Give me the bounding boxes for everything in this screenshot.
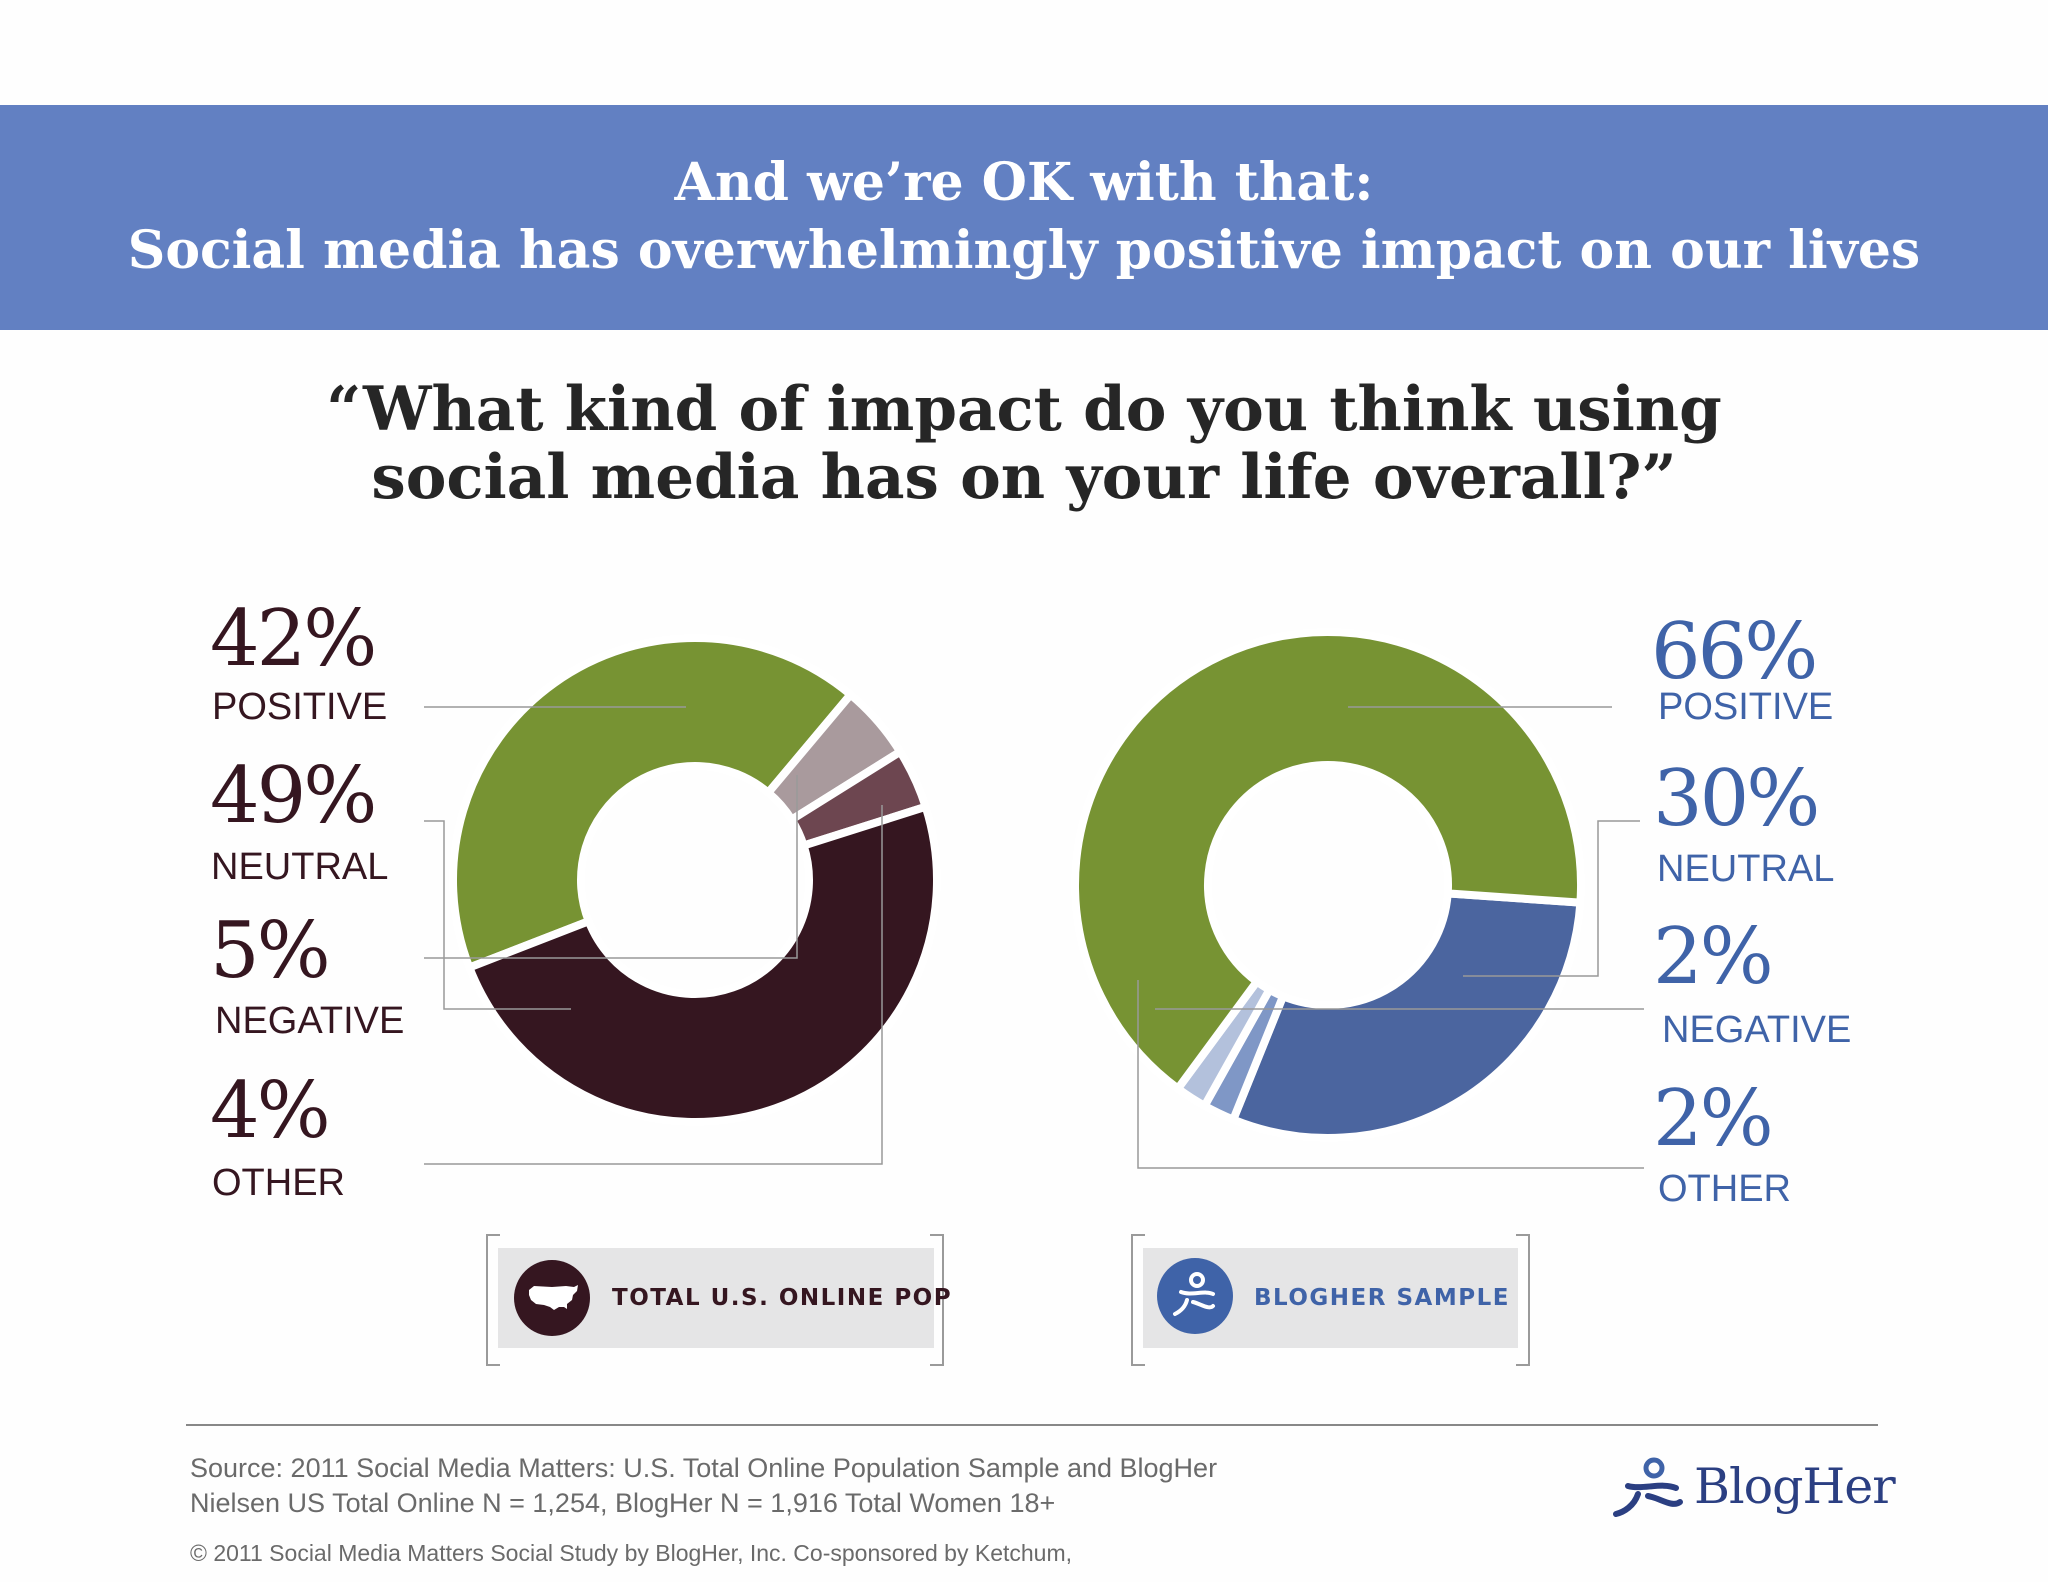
right-legend-bracket-right (1516, 1234, 1530, 1366)
right-neutral-value: 30% (1653, 754, 1820, 844)
left-negative-label: NEGATIVE (215, 1000, 405, 1042)
right-legend-bracket-left (1131, 1234, 1145, 1366)
right-positive-value: 66% (1651, 607, 1818, 697)
left-neutral-value: 49% (210, 751, 377, 841)
banner-title-line-2: Social media has overwhelmingly positive… (127, 220, 1921, 281)
left-donut-chart (449, 634, 941, 1126)
leader-left-negative (424, 775, 798, 959)
left-positive-value: 42% (210, 594, 377, 684)
source-line-2: Nielsen US Total Online N = 1,254, BlogH… (190, 1488, 1056, 1518)
right-positive-label: POSITIVE (1658, 686, 1834, 728)
right-neutral-label: NEUTRAL (1657, 848, 1835, 890)
left-wedge-positive (449, 634, 857, 973)
left-other-value: 4% (210, 1066, 331, 1156)
left-wedge-neutral (464, 801, 941, 1126)
left-legend-label: TOTAL U.S. ONLINE POP (612, 1285, 953, 1311)
leader-right-other (1137, 980, 1644, 1169)
right-other-value: 2% (1653, 1074, 1774, 1164)
right-legend-label: BLOGHER SAMPLE (1254, 1285, 1510, 1311)
footer-divider (186, 1424, 1878, 1426)
question-line-1: “What kind of impact do you think using (326, 374, 1722, 445)
blogher-logo-icon (1613, 1457, 1683, 1517)
right-negative-value: 2% (1653, 912, 1774, 1002)
blogher-logo-text: BlogHer (1694, 1458, 1896, 1515)
left-other-label: OTHER (212, 1162, 345, 1204)
leader-left-other (424, 805, 883, 1165)
leader-right-neutral (1463, 820, 1640, 977)
left-positive-label: POSITIVE (212, 686, 388, 728)
leader-lines (424, 706, 1644, 1169)
leader-left-neutral (424, 820, 571, 1010)
question-line-2: social media has on your life overall?” (371, 442, 1677, 513)
banner-title-line-1: And we’re OK with that: (674, 152, 1374, 213)
copyright-text: © 2011 Social Media Matters Social Study… (190, 1540, 1073, 1566)
right-wedge-neutral (1228, 889, 1585, 1142)
right-negative-label: NEGATIVE (1662, 1009, 1852, 1051)
title-banner (0, 105, 2048, 330)
right-donut-chart (1070, 628, 1585, 1142)
source-line-1: Source: 2011 Social Media Matters: U.S. … (190, 1453, 1218, 1483)
blogher-person-icon (1157, 1258, 1233, 1334)
us-map-icon (514, 1260, 590, 1336)
left-neutral-label: NEUTRAL (211, 846, 389, 888)
right-other-label: OTHER (1658, 1168, 1791, 1210)
left-legend-bracket-left (486, 1234, 500, 1366)
left-negative-value: 5% (210, 906, 331, 996)
left-legend-bracket-right (930, 1234, 944, 1366)
right-wedge-positive (1070, 628, 1585, 1095)
